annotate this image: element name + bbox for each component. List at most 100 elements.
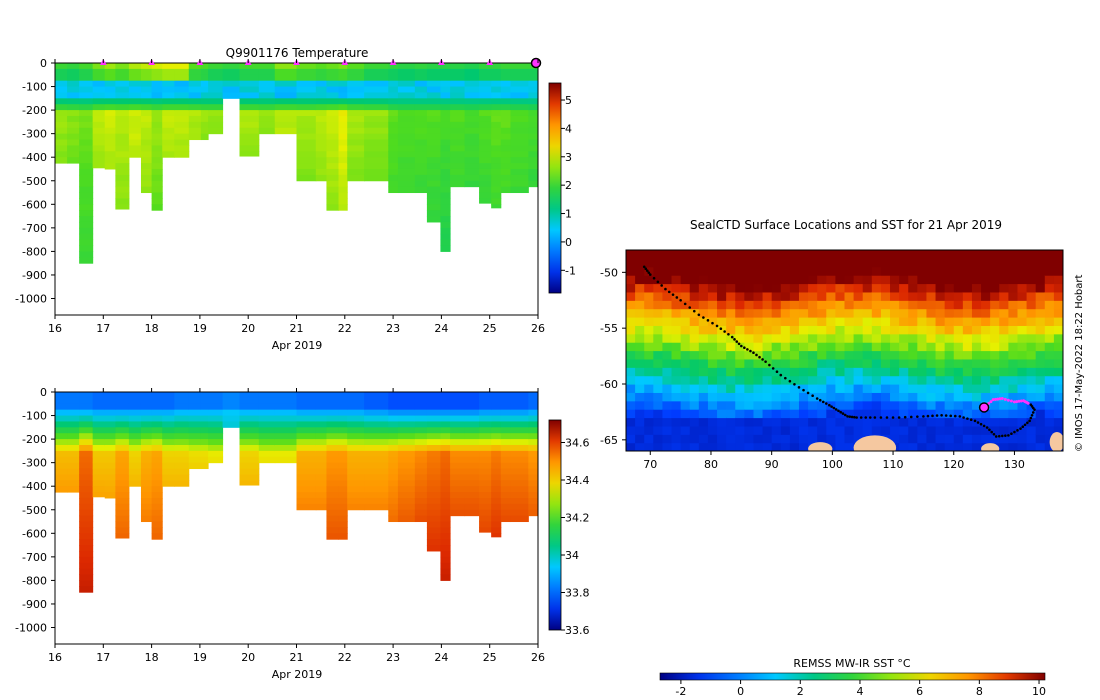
profile-cell: [151, 168, 163, 176]
sst-cell: [762, 291, 773, 301]
profile-cell: [491, 527, 502, 534]
profile-cell: [162, 427, 175, 434]
profile-cell: [115, 480, 130, 487]
sst-cell: [981, 367, 991, 377]
sst-cell: [853, 333, 864, 343]
profile-cell: [347, 98, 365, 105]
profile-cell: [140, 474, 153, 481]
sst-cell: [753, 442, 764, 451]
sst-cell: [1044, 375, 1055, 385]
sst-cell: [890, 425, 900, 435]
profile-cell: [464, 403, 480, 411]
sst-cell: [735, 308, 745, 318]
sst-cell: [971, 317, 982, 326]
profile-cell: [510, 397, 529, 405]
sst-cell: [1017, 358, 1028, 368]
profile-cell: [426, 104, 441, 111]
y-tick-label: -900: [22, 598, 47, 611]
sst-cell: [835, 434, 846, 444]
sst-cell: [1008, 317, 1019, 326]
sst-cell: [890, 400, 900, 410]
profile-cell: [397, 444, 416, 452]
profile-cell: [140, 409, 153, 417]
sst-cell: [689, 384, 700, 393]
profile-cell: [338, 110, 348, 117]
profile-cell: [326, 474, 340, 481]
profile-cell: [162, 456, 175, 464]
current-location-marker: [978, 402, 990, 413]
sst-cell: [680, 434, 691, 444]
profile-cell: [347, 157, 365, 164]
sst-cell: [780, 258, 791, 268]
sst-cell: [944, 442, 955, 451]
sst-cell: [899, 317, 909, 326]
y-tick-label: 0: [40, 386, 47, 399]
track-point: [855, 416, 858, 419]
profile-cell: [79, 427, 94, 434]
profile-cell: [258, 392, 276, 399]
profile-cell: [55, 421, 68, 428]
profile-cell: [414, 392, 428, 399]
profile-cell: [79, 245, 94, 252]
sst-cell: [644, 358, 654, 368]
profile-cell: [440, 86, 451, 93]
sst-cell: [899, 442, 909, 451]
sst-cell: [717, 300, 727, 310]
sst-cell: [962, 367, 973, 377]
profile-cell: [174, 480, 190, 487]
profile-cell: [500, 433, 511, 440]
track-point: [979, 422, 983, 426]
sst-cell: [871, 250, 882, 259]
sst-cell: [698, 283, 709, 293]
sst-cell: [899, 300, 909, 310]
profile-cell: [364, 456, 389, 464]
sst-cell: [990, 258, 1000, 268]
profile-cell: [174, 409, 190, 417]
profile-cell: [92, 133, 106, 141]
track-point: [897, 416, 901, 419]
profile-cell: [440, 216, 451, 223]
sst-cell: [753, 317, 764, 326]
sst-cell: [735, 392, 745, 402]
profile-cell: [115, 121, 130, 129]
sst-cell: [853, 384, 864, 393]
profile-cell: [151, 98, 163, 105]
profile-cell: [296, 139, 317, 146]
sst-cell: [762, 434, 773, 444]
sst-cell: [644, 283, 654, 293]
sst-cell: [744, 434, 755, 444]
profile-cell: [440, 139, 451, 146]
profile-cell: [274, 121, 297, 129]
profile-cell: [414, 456, 428, 464]
sst-cell: [808, 317, 818, 326]
profile-cell: [274, 392, 297, 399]
sst-cell: [990, 417, 1000, 427]
sst-cell: [735, 367, 745, 377]
profile-column: [500, 63, 511, 194]
profile-cell: [347, 80, 365, 88]
profile-cell: [528, 174, 539, 182]
sst-cell: [1017, 425, 1028, 435]
profile-cell: [397, 98, 416, 105]
profile-cell: [208, 80, 224, 88]
sst-cell: [917, 375, 928, 385]
profile-cell: [388, 397, 399, 405]
sst-cell: [926, 392, 937, 402]
sst-cell: [962, 392, 973, 402]
profile-cell: [491, 121, 502, 129]
profile-cell: [92, 157, 106, 164]
sst-cell: [1017, 258, 1028, 268]
sst-cell: [962, 417, 973, 427]
profile-cell: [450, 157, 466, 164]
track-point: [645, 269, 649, 272]
sst-cell: [707, 375, 718, 385]
sst-cell: [808, 266, 818, 276]
profile-cell: [414, 133, 428, 141]
profile-cell: [239, 63, 260, 70]
profile-cell: [326, 486, 340, 493]
sst-cell: [744, 258, 755, 268]
profile-cell: [491, 86, 502, 93]
sst-cell: [990, 308, 1000, 318]
sst-cell: [698, 350, 709, 360]
sst-cell: [1044, 250, 1055, 259]
